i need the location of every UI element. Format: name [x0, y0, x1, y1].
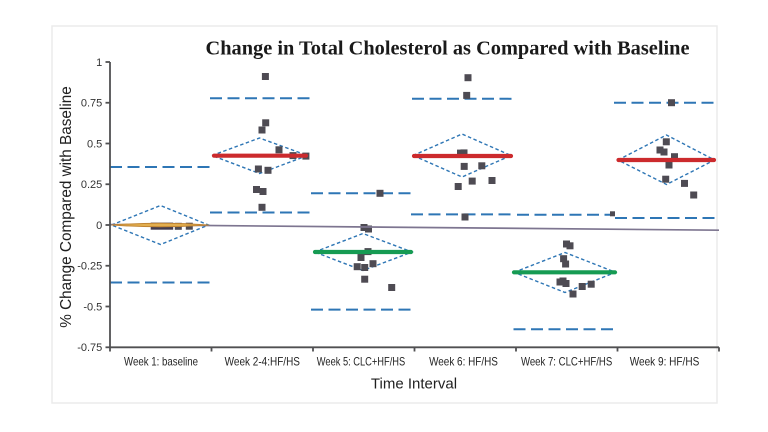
svg-text:Week 1: baseline: Week 1: baseline — [124, 355, 198, 369]
svg-text:Time Interval: Time Interval — [371, 376, 457, 393]
svg-text:-0.25: -0.25 — [77, 261, 102, 273]
svg-text:Change in Total Cholesterol as: Change in Total Cholesterol as Compared … — [206, 38, 690, 60]
svg-text:Week 5: CLC+HF/HS: Week 5: CLC+HF/HS — [317, 355, 405, 369]
svg-text:0.25: 0.25 — [81, 179, 102, 191]
svg-text:Week 7: CLC+HF/HS: Week 7: CLC+HF/HS — [521, 355, 612, 369]
svg-text:-0.5: -0.5 — [83, 302, 102, 314]
svg-text:0.75: 0.75 — [81, 98, 102, 110]
svg-text:Week 9: HF/HS: Week 9: HF/HS — [630, 355, 700, 369]
svg-text:% Change Compared with Baselin: % Change Compared with Baseline — [58, 86, 75, 328]
svg-text:Week 2-4:HF/HS: Week 2-4:HF/HS — [225, 355, 300, 369]
svg-text:1: 1 — [96, 57, 102, 69]
svg-text:Week 6: HF/HS: Week 6: HF/HS — [429, 355, 498, 369]
svg-text:0: 0 — [96, 220, 102, 232]
svg-text:-0.75: -0.75 — [77, 342, 102, 354]
svg-text:0.5: 0.5 — [87, 139, 102, 151]
